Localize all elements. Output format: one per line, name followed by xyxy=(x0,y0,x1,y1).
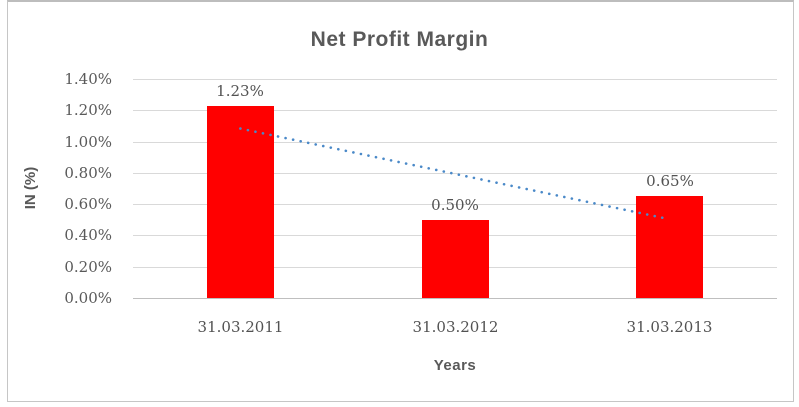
category-label: 31.03.2011 xyxy=(197,318,284,336)
gridline xyxy=(133,79,777,80)
y-tick-label: 0.80% xyxy=(64,164,112,182)
y-tick-label: 1.20% xyxy=(64,101,112,119)
data-label: 1.23% xyxy=(216,82,264,100)
bar-31.03.2012 xyxy=(422,220,489,298)
y-tick-label: 0.40% xyxy=(64,226,112,244)
y-tick-label: 1.40% xyxy=(64,70,112,88)
data-label: 0.50% xyxy=(431,196,479,214)
y-tick-label: 0.00% xyxy=(64,289,112,307)
category-label: 31.03.2012 xyxy=(412,318,499,336)
gridline xyxy=(133,110,777,111)
bar-31.03.2013 xyxy=(636,196,703,298)
bar-31.03.2011 xyxy=(207,106,274,298)
category-label: 31.03.2013 xyxy=(626,318,713,336)
y-tick-label: 0.20% xyxy=(64,258,112,276)
y-axis-title-text: IN (%) xyxy=(22,166,39,210)
chart-title: Net Profit Margin xyxy=(310,28,489,51)
x-axis-line xyxy=(133,298,777,299)
x-axis-title: Years xyxy=(433,357,477,374)
y-tick-label: 1.00% xyxy=(64,133,112,151)
y-tick-label: 0.60% xyxy=(64,195,112,213)
data-label: 0.65% xyxy=(646,172,694,190)
